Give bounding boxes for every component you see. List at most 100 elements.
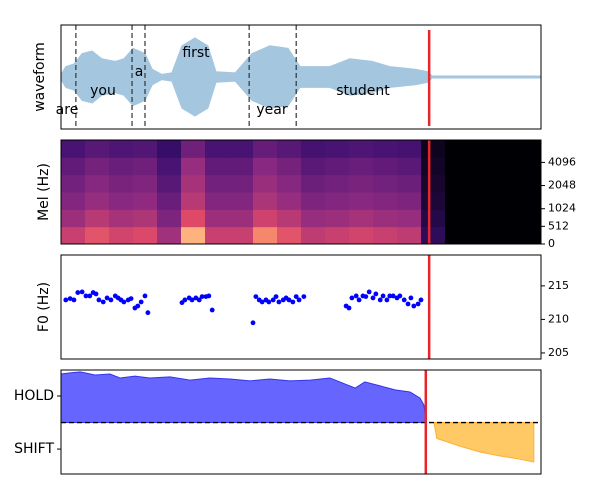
spectrogram-cell xyxy=(229,209,254,228)
plot-area xyxy=(61,370,541,474)
spectrogram-cell xyxy=(61,174,86,193)
spectrogram-cell xyxy=(325,226,350,244)
y-tick-label: 1024 xyxy=(548,202,576,215)
spectrogram-cell xyxy=(421,174,446,193)
spectrogram-cell xyxy=(349,226,374,244)
y-tick-label: 512 xyxy=(548,219,569,232)
plot-area xyxy=(63,255,431,359)
f0-point xyxy=(67,296,73,302)
spectrogram-cell xyxy=(421,157,446,176)
f0-point xyxy=(182,297,188,303)
f0-point xyxy=(290,299,296,305)
spectrogram-cell xyxy=(61,140,86,158)
spectrogram-cell xyxy=(205,140,230,158)
f0-point xyxy=(401,297,407,303)
spectrogram-cell xyxy=(229,157,254,176)
y-tick-label: 4096 xyxy=(548,155,576,168)
spectrogram-cell xyxy=(373,140,398,158)
f0-point xyxy=(293,294,299,299)
axes-frame xyxy=(60,369,542,475)
spectrogram-cell xyxy=(277,226,302,244)
spectrogram-cell xyxy=(325,209,350,228)
spectrogram-cell xyxy=(85,209,110,228)
spectrogram-cell xyxy=(349,209,374,228)
spectrogram-cell xyxy=(157,157,182,176)
y-tick-label: 0 xyxy=(548,237,555,250)
spectrogram-cell xyxy=(157,209,182,228)
spectrogram-cell xyxy=(109,140,134,158)
f0-point xyxy=(366,289,372,295)
f0-point xyxy=(266,299,272,305)
f0-point xyxy=(270,297,276,303)
spectrogram-cell xyxy=(157,192,182,210)
spectrogram-cell xyxy=(301,226,326,244)
f0-point xyxy=(93,291,99,297)
spectrogram-cell xyxy=(397,157,422,176)
f0-point xyxy=(356,297,362,303)
spectrogram-cell xyxy=(397,226,422,244)
axes-frame xyxy=(60,254,542,360)
spectrogram-cell xyxy=(421,140,446,158)
spectrogram-cell xyxy=(205,209,230,228)
f0-point xyxy=(108,297,114,303)
y-tick-label: 210 xyxy=(548,312,569,325)
spectrogram-cell xyxy=(133,226,158,244)
spectrogram-cell xyxy=(205,192,230,210)
f0-point xyxy=(75,290,81,295)
f0-point xyxy=(189,297,195,303)
f0-point xyxy=(377,297,383,303)
spectrogram-cell xyxy=(253,174,278,193)
f0-point xyxy=(363,294,369,299)
spectrogram-cell xyxy=(469,157,494,176)
f0-point xyxy=(405,301,411,307)
f0-point xyxy=(259,299,265,305)
f0-point xyxy=(128,296,134,302)
f0-point xyxy=(276,299,282,305)
spectrogram-cell xyxy=(85,140,110,158)
spectrogram-cell xyxy=(325,192,350,210)
f0-point xyxy=(346,305,352,311)
spectrogram-cell xyxy=(61,157,86,176)
f0-point xyxy=(63,297,69,303)
f0-point xyxy=(408,295,414,301)
f0-point xyxy=(296,297,302,303)
f0-point xyxy=(384,297,390,303)
spectrogram-cell xyxy=(181,174,206,193)
spectrogram-cell xyxy=(133,192,158,210)
spectrogram-cell xyxy=(325,174,350,193)
f0-point xyxy=(390,293,396,299)
f0-point xyxy=(415,301,421,307)
spectrogram-cell xyxy=(109,209,134,228)
spectrogram-cell xyxy=(229,174,254,193)
spectrogram-cell xyxy=(301,192,326,210)
spectrogram-cell xyxy=(517,174,541,193)
y-axis-label: F0 (Hz) xyxy=(36,282,52,332)
spectrogram-cell xyxy=(109,174,134,193)
spectrogram-cell xyxy=(469,209,494,228)
spectrogram-cell xyxy=(229,226,254,244)
f0-point xyxy=(196,297,202,303)
spectrogram-cell xyxy=(517,226,541,244)
f0-point xyxy=(206,293,212,299)
y-axis-label: waveform xyxy=(32,42,48,112)
spectrogram-cell xyxy=(349,174,374,193)
f0-point xyxy=(373,291,379,297)
spectrogram-cell xyxy=(349,157,374,176)
spectrogram-cell xyxy=(325,157,350,176)
f0-point xyxy=(71,297,77,303)
f0-point xyxy=(349,295,355,301)
spectrogram-cell xyxy=(253,226,278,244)
f0-point xyxy=(370,295,376,301)
spectrogram-cell xyxy=(181,226,206,244)
spectrogram-cell xyxy=(205,157,230,176)
spectrogram-cell xyxy=(205,226,230,244)
axes-frame xyxy=(60,24,542,130)
spectrogram-cell xyxy=(493,157,518,176)
spectrogram-cell xyxy=(277,174,302,193)
f0-point xyxy=(253,294,259,299)
spectrogram-cell xyxy=(445,192,470,210)
spectrogram-cell xyxy=(133,209,158,228)
word-label: are xyxy=(56,102,79,118)
f0-point xyxy=(301,294,307,299)
